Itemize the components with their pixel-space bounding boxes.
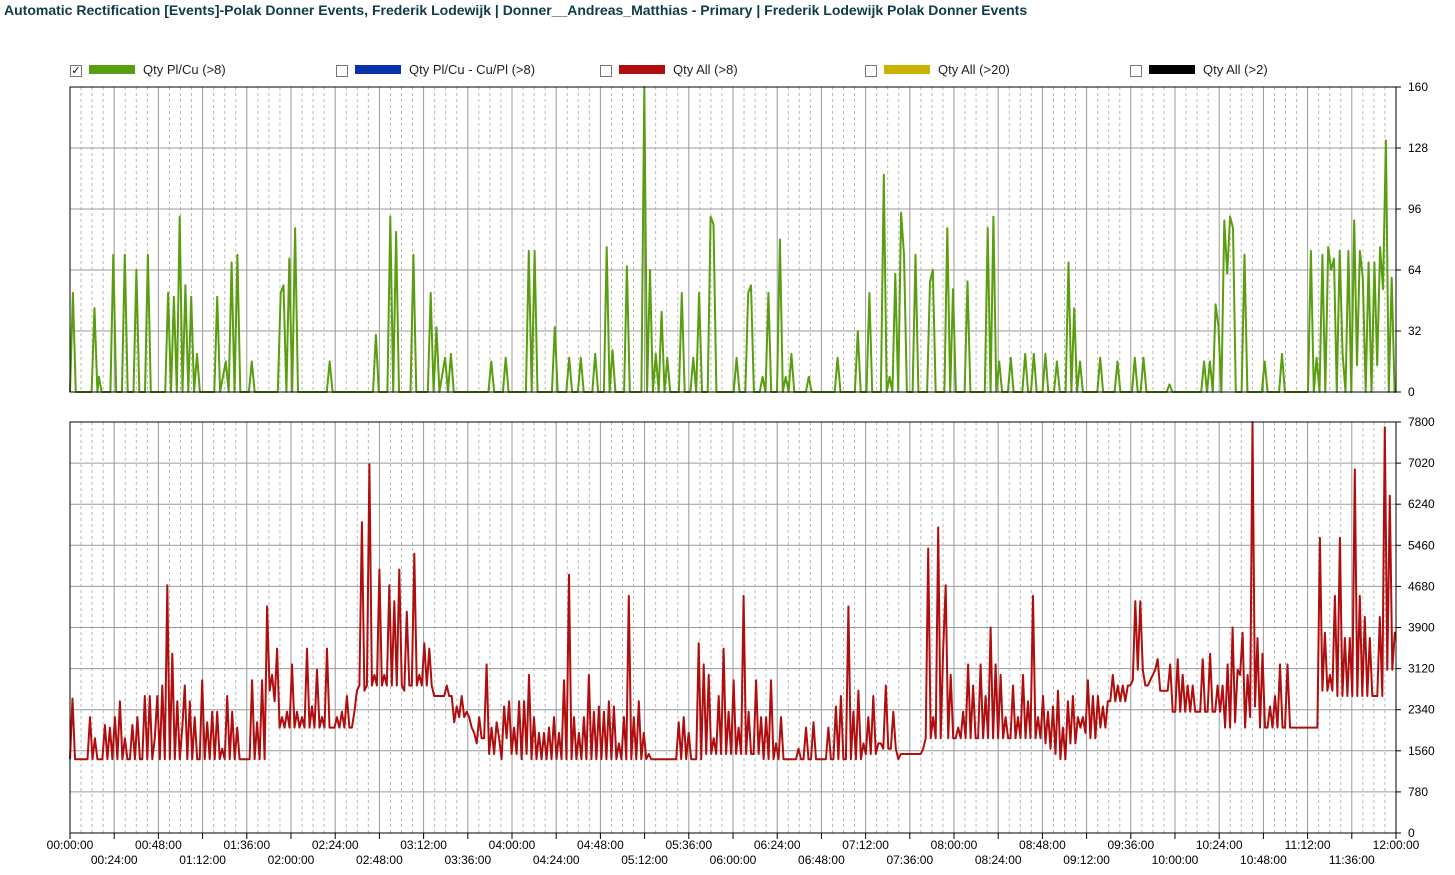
x-tick-label: 04:00:00 xyxy=(489,838,536,852)
legend-label: Qty All (>20) xyxy=(938,61,1010,77)
y-tick-label: 32 xyxy=(1408,324,1422,338)
x-tick-label: 02:48:00 xyxy=(356,853,403,867)
legend-checkbox[interactable] xyxy=(600,65,612,77)
series-line xyxy=(69,421,1396,761)
x-tick-label: 07:12:00 xyxy=(842,838,889,852)
page-title: Automatic Rectification [Events]-Polak D… xyxy=(4,2,1028,18)
y-tick-label: 0 xyxy=(1408,826,1415,840)
x-tick-label: 09:36:00 xyxy=(1107,838,1154,852)
x-tick-label: 03:12:00 xyxy=(400,838,447,852)
legend-label: Qty All (>8) xyxy=(673,61,738,77)
legend-checkbox[interactable]: ✓ xyxy=(70,65,82,77)
x-tick-label: 11:36:00 xyxy=(1329,853,1375,867)
x-tick-label: 08:48:00 xyxy=(1019,838,1066,852)
y-tick-label: 64 xyxy=(1408,263,1422,277)
x-tick-label: 05:36:00 xyxy=(665,838,712,852)
x-tick-label: 03:36:00 xyxy=(444,853,491,867)
y-tick-label: 780 xyxy=(1408,785,1428,799)
legend-label: Qty All (>2) xyxy=(1203,61,1268,77)
legend-swatch xyxy=(355,64,401,74)
x-tick-label: 10:48:00 xyxy=(1240,853,1287,867)
legend-swatch xyxy=(1149,64,1195,74)
y-tick-label: 3900 xyxy=(1408,621,1435,635)
x-tick-label: 06:24:00 xyxy=(754,838,801,852)
legend-swatch xyxy=(89,64,135,74)
legend-label: Qty Pl/Cu - Cu/Pl (>8) xyxy=(409,61,536,77)
x-tick-label: 01:36:00 xyxy=(223,838,270,852)
x-tick-label: 08:24:00 xyxy=(975,853,1022,867)
legend-checkbox[interactable] xyxy=(1130,65,1142,77)
legend-item[interactable]: Qty All (>20) xyxy=(865,60,1010,78)
y-tick-label: 7800 xyxy=(1408,415,1435,429)
x-tick-label: 07:36:00 xyxy=(886,853,933,867)
y-tick-label: 96 xyxy=(1408,202,1422,216)
y-tick-label: 6240 xyxy=(1408,497,1435,511)
x-tick-label: 12:00:00 xyxy=(1373,838,1420,852)
x-tick-label: 05:12:00 xyxy=(621,853,668,867)
x-tick-label: 04:24:00 xyxy=(533,853,580,867)
y-tick-label: 7020 xyxy=(1408,456,1435,470)
legend-checkbox[interactable] xyxy=(865,65,877,77)
plot-frame xyxy=(69,86,1397,393)
y-tick-label: 4680 xyxy=(1408,579,1435,593)
y-tick-label: 1560 xyxy=(1408,744,1435,758)
series-line xyxy=(69,86,1396,393)
legend-checkbox[interactable] xyxy=(336,65,348,77)
x-tick-label: 08:00:00 xyxy=(931,838,978,852)
legend-item[interactable]: Qty All (>2) xyxy=(1130,60,1268,78)
x-tick-label: 04:48:00 xyxy=(577,838,624,852)
y-tick-label: 5460 xyxy=(1408,538,1435,552)
legend-item[interactable]: ✓ Qty Pl/Cu (>8) xyxy=(70,60,226,78)
x-tick-label: 10:24:00 xyxy=(1196,838,1243,852)
x-tick-label: 06:00:00 xyxy=(710,853,757,867)
x-tick-label: 00:00:00 xyxy=(47,838,94,852)
x-tick-label: 11:12:00 xyxy=(1285,838,1331,852)
x-tick-label: 02:00:00 xyxy=(268,853,315,867)
y-tick-label: 2340 xyxy=(1408,703,1435,717)
x-tick-label: 02:24:00 xyxy=(312,838,359,852)
x-tick-label: 01:12:00 xyxy=(179,853,226,867)
legend-item[interactable]: Qty All (>8) xyxy=(600,60,738,78)
x-tick-label: 09:12:00 xyxy=(1063,853,1110,867)
legend-swatch xyxy=(884,64,930,74)
y-tick-label: 3120 xyxy=(1408,662,1435,676)
y-tick-label: 128 xyxy=(1408,141,1428,155)
x-tick-label: 00:48:00 xyxy=(135,838,182,852)
legend-label: Qty Pl/Cu (>8) xyxy=(143,61,226,77)
y-tick-label: 0 xyxy=(1408,385,1415,399)
y-tick-label: 160 xyxy=(1408,80,1428,94)
x-tick-label: 06:48:00 xyxy=(798,853,845,867)
x-tick-label: 00:24:00 xyxy=(91,853,138,867)
legend-item[interactable]: Qty Pl/Cu - Cu/Pl (>8) xyxy=(336,60,535,78)
x-tick-label: 10:00:00 xyxy=(1152,853,1199,867)
legend-swatch xyxy=(619,64,665,74)
